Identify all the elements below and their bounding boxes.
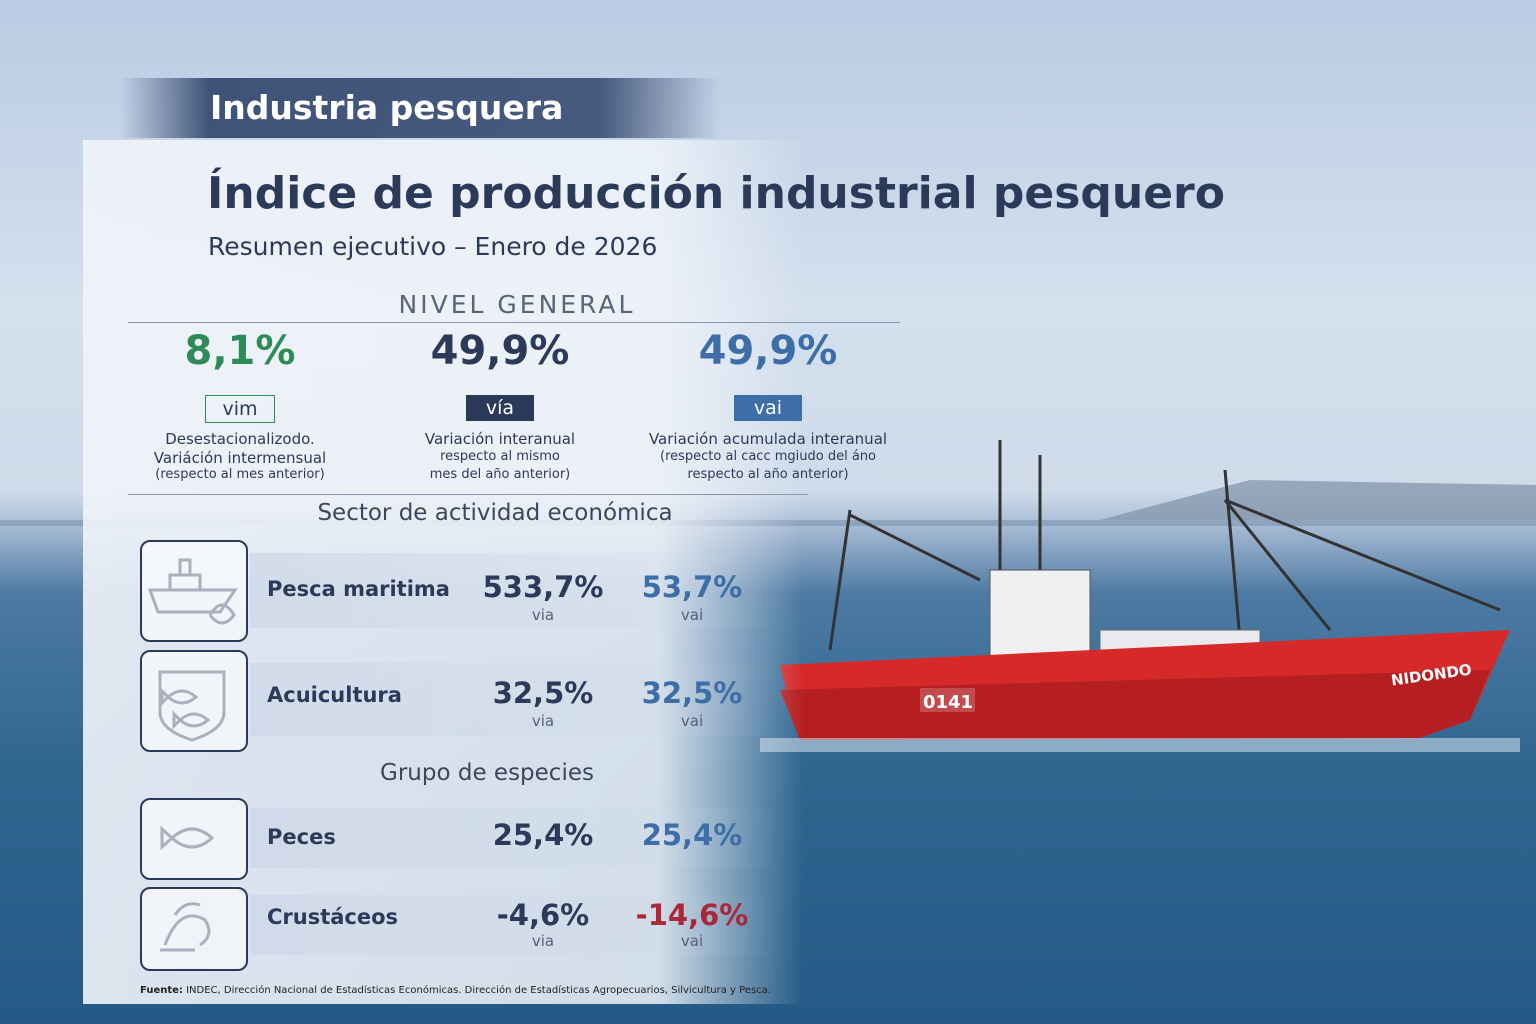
description: mes del año anterior) (429, 467, 571, 482)
divider (128, 494, 808, 495)
headline-value: 49,9% (698, 328, 838, 374)
description: (respecto al mes anterior) (155, 467, 325, 482)
badge: vim (205, 395, 275, 423)
section-heading: Sector de actividad económica (317, 500, 673, 526)
section-heading: Grupo de especies (380, 760, 594, 786)
title: Índice de producción industrial pesquero (207, 168, 1225, 219)
row-name: Pesca maritima (267, 577, 450, 601)
divider (128, 322, 900, 323)
headline-value: 49,9% (430, 328, 570, 374)
row-icon (140, 798, 248, 880)
row-icon (140, 540, 248, 642)
vai-value: 32,5% (641, 676, 743, 710)
row-name: Peces (267, 825, 336, 849)
headline-value: 8,1% (184, 328, 296, 374)
vai-label: vai (680, 932, 704, 950)
row-band (250, 553, 780, 628)
tag-band (120, 78, 720, 138)
description: respecto al mismo (440, 449, 560, 464)
section-heading: NIVEL GENERAL (398, 290, 636, 319)
row-icon (140, 650, 248, 752)
row-icon (140, 887, 248, 971)
via-value: 32,5% (492, 676, 594, 710)
description: Variación acumulada interanual (648, 430, 888, 448)
row-band (250, 663, 780, 736)
subtitle: Resumen ejecutivo – Enero de 2026 (208, 232, 658, 261)
row-name: Acuicultura (267, 683, 402, 707)
vai-label: vai (680, 606, 704, 624)
row-band (250, 895, 780, 955)
via-value: -4,6% (496, 898, 590, 932)
source-text: INDEC, Dirección Nacional de Estadística… (186, 985, 771, 996)
boat-number: 0141 (923, 692, 973, 713)
description: respecto al año anterior) (687, 467, 849, 482)
source-label: Fuente: (140, 985, 183, 996)
via-value: 25,4% (492, 818, 594, 852)
via-value: 533,7% (482, 570, 604, 604)
via-label: via (531, 932, 555, 950)
vai-label: vai (680, 712, 704, 730)
vai-value: 25,4% (641, 818, 743, 852)
description: Variáción intermensual (153, 449, 327, 467)
description: Variación interanual (424, 430, 576, 448)
vai-value: 53,7% (641, 570, 743, 604)
via-label: via (531, 606, 555, 624)
via-label: via (531, 712, 555, 730)
description: (respecto al cacc mgiudo del áno (660, 449, 876, 464)
tag: Industria pesquera (210, 88, 564, 127)
badge: vía (466, 395, 534, 421)
vai-value: -14,6% (635, 898, 749, 932)
row-name: Crustáceos (267, 905, 399, 929)
badge: vai (734, 395, 802, 421)
row-band (250, 808, 780, 868)
description: Desestacionalizodo. (165, 430, 315, 448)
